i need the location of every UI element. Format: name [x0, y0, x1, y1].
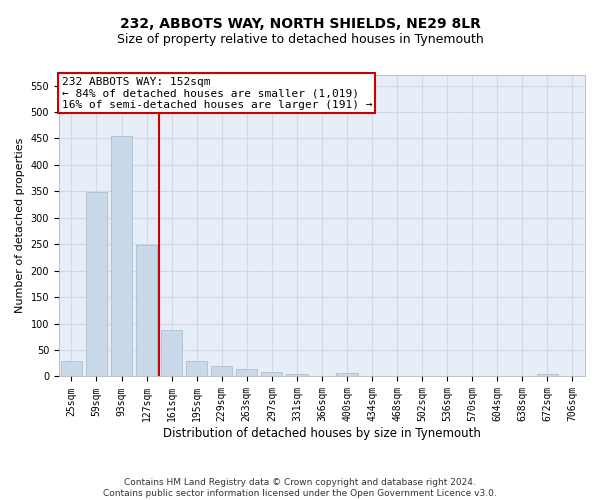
Bar: [61, 360, 82, 376]
Text: 232 ABBOTS WAY: 152sqm
← 84% of detached houses are smaller (1,019)
16% of semi-: 232 ABBOTS WAY: 152sqm ← 84% of detached…: [62, 76, 372, 110]
Bar: [537, 374, 558, 376]
Bar: [161, 330, 182, 376]
Y-axis label: Number of detached properties: Number of detached properties: [15, 138, 25, 314]
Bar: [211, 366, 232, 376]
Bar: [111, 136, 132, 376]
Bar: [236, 368, 257, 376]
Bar: [337, 373, 358, 376]
Bar: [186, 360, 208, 376]
Text: Contains HM Land Registry data © Crown copyright and database right 2024.
Contai: Contains HM Land Registry data © Crown c…: [103, 478, 497, 498]
Bar: [86, 192, 107, 376]
X-axis label: Distribution of detached houses by size in Tynemouth: Distribution of detached houses by size …: [163, 427, 481, 440]
Bar: [286, 374, 308, 376]
Text: Size of property relative to detached houses in Tynemouth: Size of property relative to detached ho…: [116, 32, 484, 46]
Text: 232, ABBOTS WAY, NORTH SHIELDS, NE29 8LR: 232, ABBOTS WAY, NORTH SHIELDS, NE29 8LR: [119, 18, 481, 32]
Bar: [261, 372, 283, 376]
Bar: [136, 246, 157, 376]
